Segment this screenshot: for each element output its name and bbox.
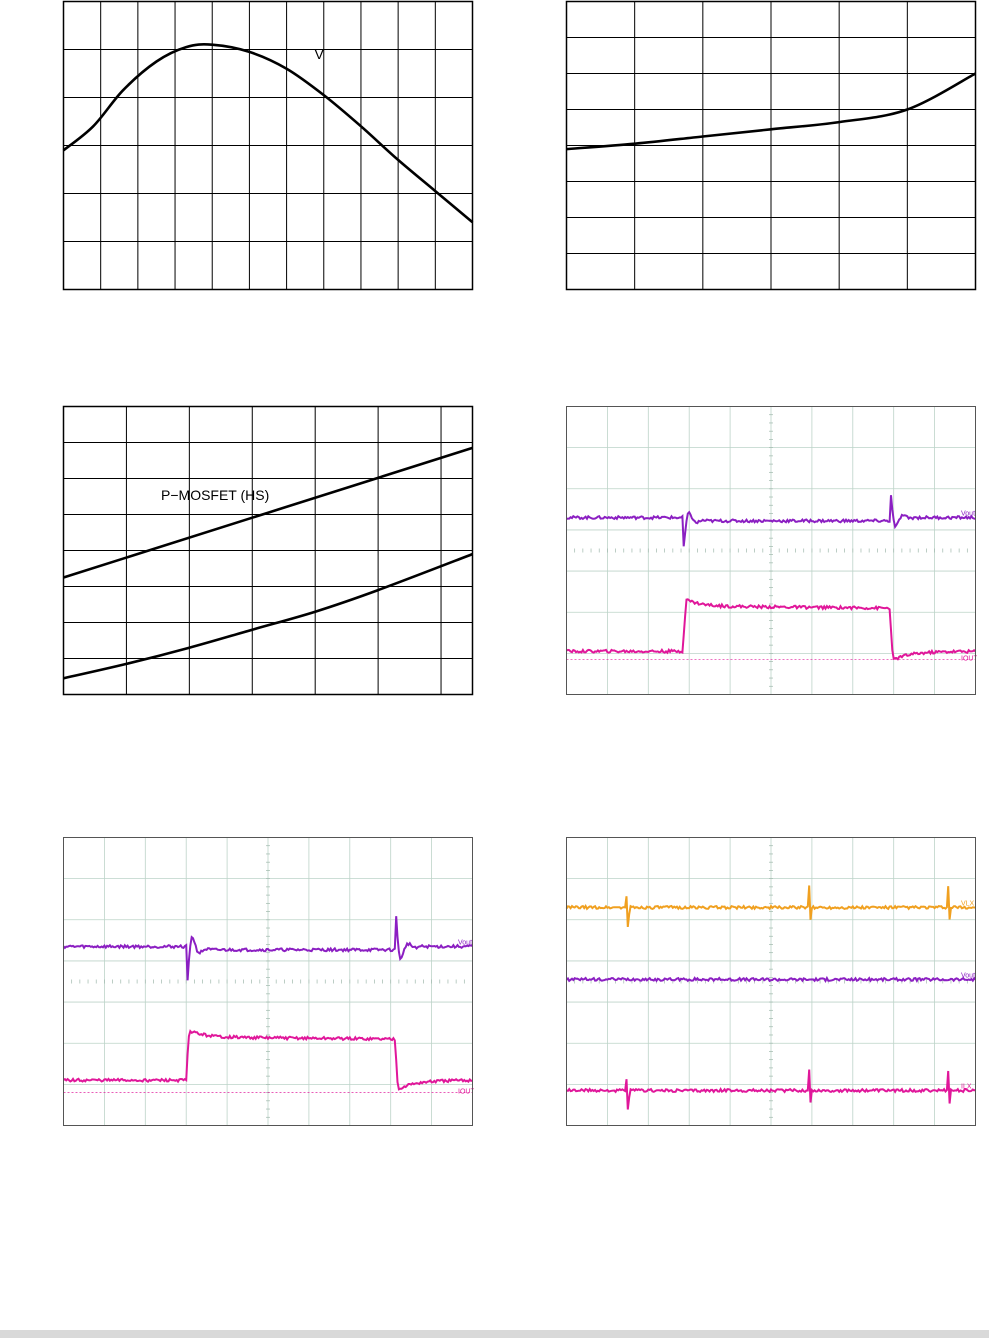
channel-label: IOUT [458,1089,474,1096]
channel-trace-2 [62,1029,473,1091]
series-line-1 [62,43,474,224]
channel-trace-3 [566,1069,976,1110]
curve-label: V [314,46,324,62]
chart-1-svg: V [62,0,474,291]
chart-3: P−MOSFET (HS) [62,405,474,696]
scope-4-svg: Vout IOUT [566,406,977,695]
channel-label: Vout [961,972,975,979]
scope-4: Vout IOUT [565,405,977,696]
channel-label: IOUT [961,656,977,663]
chart-2-svg [565,0,977,291]
series-line-2 [63,552,473,680]
chart-1: V [62,0,474,291]
plot-frame [566,837,976,1126]
curve-label: P−MOSFET (HS) [161,487,269,503]
channel-label: Vout [458,940,472,947]
grid [63,406,473,695]
channel-label: ILX [961,1084,972,1091]
channel-trace-2 [565,975,977,983]
plot-frame [566,406,976,695]
channel-trace-1 [565,885,976,928]
channel-trace-1 [566,495,976,547]
channel-trace-1 [62,916,473,981]
page-footer-rule [0,1330,989,1338]
series-line-1 [63,446,473,579]
grid [63,1,473,290]
scope-5: Vout IOUT [62,836,474,1127]
channel-label: Vout [961,511,975,518]
plot-frame [62,0,474,291]
chart-2 [565,0,977,291]
series-line-1 [566,72,977,151]
channel-label: VLX [961,900,975,907]
scope-5-svg: Vout IOUT [62,837,474,1126]
scope-6: VLX Vout ILX [565,836,977,1127]
plot-frame [62,405,474,696]
plot-frame [63,837,473,1126]
plot-frame [565,0,977,291]
channel-trace-2 [566,598,977,661]
chart-3-svg: P−MOSFET (HS) [62,405,474,696]
scope-6-svg: VLX Vout ILX [565,837,977,1126]
